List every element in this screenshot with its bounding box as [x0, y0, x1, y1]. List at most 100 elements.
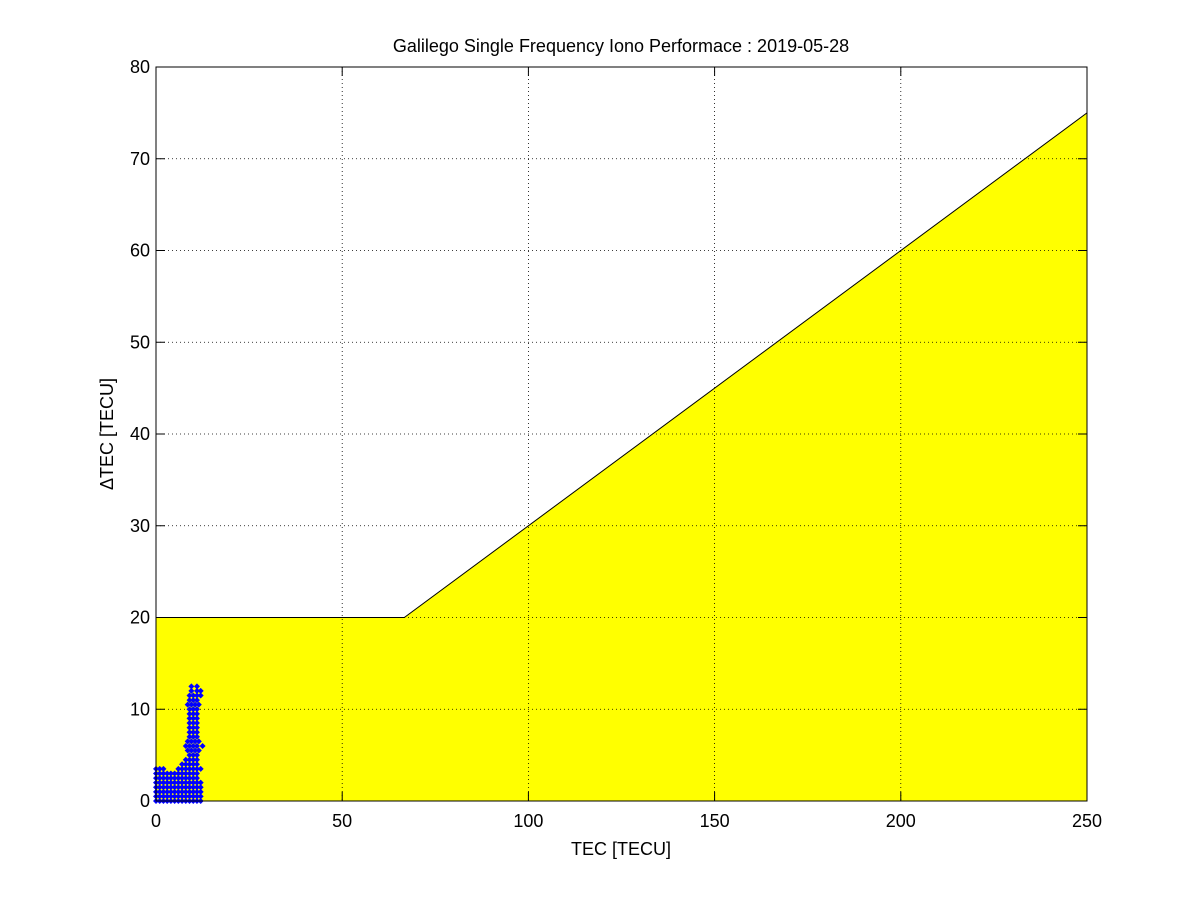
data-point — [197, 784, 204, 791]
data-point — [186, 752, 193, 759]
data-point — [164, 775, 171, 782]
data-point — [179, 784, 186, 791]
data-point — [193, 779, 200, 786]
data-point — [193, 761, 200, 768]
data-point — [190, 692, 197, 699]
data-point — [188, 683, 195, 690]
data-point — [186, 793, 193, 800]
data-point — [182, 775, 189, 782]
data-point — [179, 765, 186, 772]
data-point — [190, 742, 197, 749]
data-point — [179, 788, 186, 795]
data-point — [197, 779, 204, 786]
data-point — [182, 761, 189, 768]
data-point — [156, 765, 163, 772]
data-point — [197, 692, 204, 699]
data-point — [179, 761, 186, 768]
data-point — [160, 770, 167, 777]
data-point — [186, 775, 193, 782]
data-point — [190, 779, 197, 786]
data-point — [175, 770, 182, 777]
chart-title: Galilego Single Frequency Iono Performac… — [393, 36, 849, 56]
data-point — [179, 779, 186, 786]
data-point — [179, 793, 186, 800]
x-tick-label: 50 — [332, 811, 352, 831]
data-point — [190, 715, 197, 722]
data-point — [190, 770, 197, 777]
data-point — [160, 788, 167, 795]
data-point — [175, 793, 182, 800]
data-point — [156, 793, 163, 800]
data-point — [182, 765, 189, 772]
data-point — [197, 788, 204, 795]
y-tick-label: 10 — [130, 699, 150, 719]
data-point — [186, 706, 193, 713]
data-point — [190, 756, 197, 763]
data-point — [192, 701, 199, 708]
data-point — [186, 733, 193, 740]
data-point — [190, 729, 197, 736]
data-point — [182, 770, 189, 777]
data-point — [175, 779, 182, 786]
data-point — [199, 742, 206, 749]
y-tick-label: 20 — [130, 608, 150, 628]
data-point — [193, 729, 200, 736]
data-point — [167, 784, 174, 791]
data-point — [179, 775, 186, 782]
data-point — [188, 701, 195, 708]
data-point — [182, 793, 189, 800]
data-point — [156, 775, 163, 782]
y-tick-label: 50 — [130, 332, 150, 352]
data-point — [190, 784, 197, 791]
data-point — [192, 738, 199, 745]
data-point — [160, 775, 167, 782]
y-tick-label: 70 — [130, 149, 150, 169]
data-point — [193, 683, 200, 690]
data-point — [186, 784, 193, 791]
x-tick-label: 100 — [513, 811, 543, 831]
data-point — [182, 784, 189, 791]
data-point — [182, 742, 189, 749]
data-point — [190, 788, 197, 795]
data-point — [175, 775, 182, 782]
data-point — [171, 784, 178, 791]
data-point — [190, 710, 197, 717]
data-point — [197, 765, 204, 772]
data-point — [160, 793, 167, 800]
x-tick-label: 0 — [151, 811, 161, 831]
data-point — [160, 765, 167, 772]
data-point — [188, 738, 195, 745]
data-point — [171, 779, 178, 786]
data-point — [188, 687, 195, 694]
data-point — [190, 733, 197, 740]
data-point — [190, 793, 197, 800]
data-point — [186, 729, 193, 736]
data-point — [193, 720, 200, 727]
data-point — [193, 687, 200, 694]
data-point — [171, 788, 178, 795]
data-point — [184, 738, 191, 745]
data-point — [186, 742, 193, 749]
data-point — [193, 710, 200, 717]
data-point — [186, 710, 193, 717]
data-point — [193, 697, 200, 704]
data-point — [193, 742, 200, 749]
data-point — [167, 788, 174, 795]
data-point — [156, 779, 163, 786]
data-point — [193, 715, 200, 722]
data-point — [195, 747, 202, 754]
data-point — [193, 692, 200, 699]
data-point — [186, 770, 193, 777]
data-point — [197, 793, 204, 800]
data-point — [195, 701, 202, 708]
data-point — [193, 765, 200, 772]
data-point — [195, 738, 202, 745]
data-point — [184, 747, 191, 754]
data-point — [190, 720, 197, 727]
data-point — [171, 775, 178, 782]
data-point — [156, 770, 163, 777]
data-point — [186, 756, 193, 763]
data-point — [164, 770, 171, 777]
data-point — [182, 788, 189, 795]
data-point — [175, 765, 182, 772]
